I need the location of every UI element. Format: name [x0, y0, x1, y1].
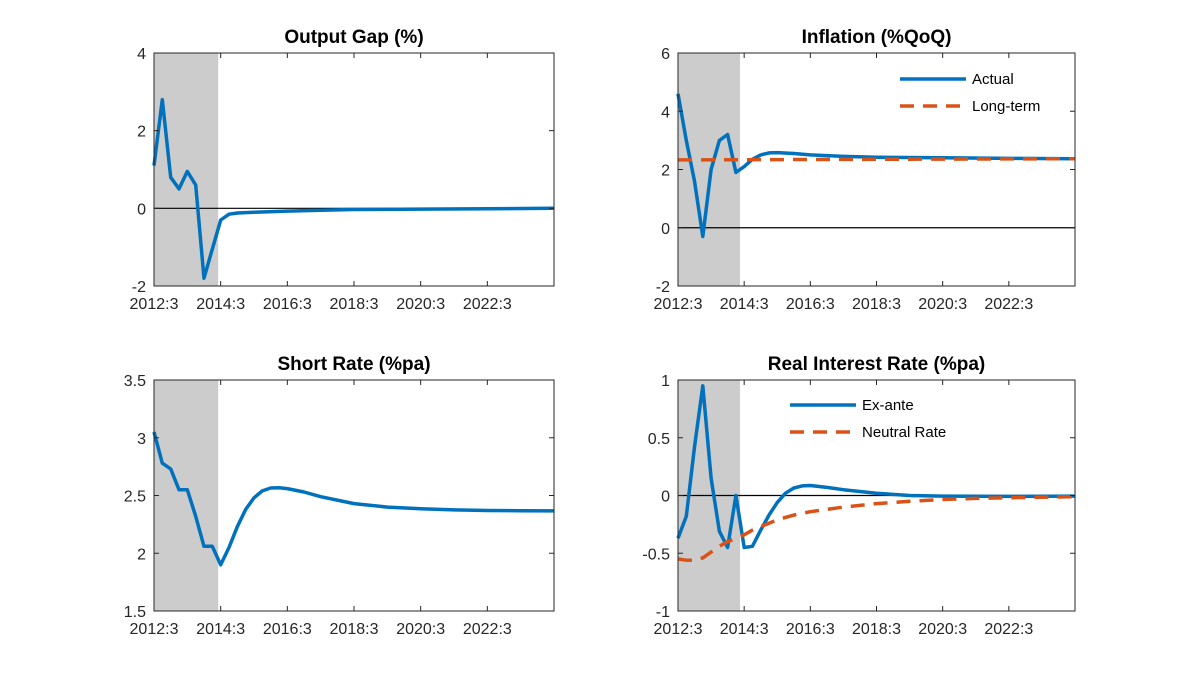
series-line-actual — [676, 93, 1076, 239]
x-tick-label: 2020:3 — [396, 621, 445, 638]
plot-area — [154, 53, 554, 286]
chart-title: Inflation (%QoQ) — [802, 27, 952, 48]
y-tick-label: 3 — [137, 431, 146, 448]
x-tick-label: 2020:3 — [918, 296, 967, 313]
x-tick-label: 2014:3 — [196, 296, 245, 313]
chart-panel-3: 1.5 2 2.5 3 3.5 2012:3 2014:3 2016:3 2018:3 2020:… — [124, 354, 555, 638]
x-tick-label: 2022:3 — [984, 296, 1033, 313]
x-tick-label: 2016:3 — [786, 296, 835, 313]
x-tick-label: 2022:3 — [984, 621, 1033, 638]
plot-area — [154, 380, 554, 611]
y-tick-label: 1 — [661, 373, 670, 390]
y-tick-label: 0 — [661, 489, 670, 506]
y-tick-label: -0.5 — [642, 546, 670, 563]
chart-title: Real Interest Rate (%pa) — [768, 354, 986, 375]
y-tick-label: -2 — [132, 279, 146, 296]
x-tick-label: 2012:3 — [654, 296, 703, 313]
plot-area — [678, 53, 1075, 286]
chart-title: Output Gap (%) — [284, 27, 423, 48]
x-tick-label: 2016:3 — [786, 621, 835, 638]
x-tick-label: 2014:3 — [196, 621, 245, 638]
series-line-1 — [152, 431, 555, 567]
legend-label: Long-term — [972, 98, 1040, 115]
series-line-long-term — [677, 156, 1076, 162]
y-tick-label: 4 — [137, 46, 146, 63]
y-tick-label: 0 — [137, 201, 146, 218]
legend: Ex-ante Neutral Rate — [790, 397, 946, 441]
y-tick-label: -2 — [656, 279, 670, 296]
y-tick-label: 2 — [137, 124, 146, 141]
legend-label: Neutral Rate — [862, 424, 946, 441]
y-tick-label: 3.5 — [124, 373, 146, 390]
series-line-ex-ante — [676, 384, 1076, 550]
x-tick-label: 2012:3 — [654, 621, 703, 638]
x-tick-label: 2014:3 — [720, 296, 769, 313]
history-shade — [154, 53, 219, 286]
y-tick-label: 1.5 — [124, 604, 146, 621]
y-tick-label: 0.5 — [648, 431, 670, 448]
x-tick-label: 2016:3 — [263, 296, 312, 313]
y-tick-label: 2.5 — [124, 489, 146, 506]
x-tick-label: 2020:3 — [396, 296, 445, 313]
series-line-neutral-rate — [677, 494, 1076, 562]
x-tick-label: 2018:3 — [852, 296, 901, 313]
history-shade — [154, 380, 219, 611]
chart-panel-2: -2 0 2 4 6 2012:3 2014:3 2016:3 2018:3 2020:3 2022… — [654, 27, 1076, 313]
y-tick-label: 6 — [661, 46, 670, 63]
x-tick-label: 2014:3 — [720, 621, 769, 638]
x-tick-label: 2022:3 — [463, 296, 512, 313]
x-tick-label: 2012:3 — [130, 296, 179, 313]
y-tick-label: 0 — [661, 221, 670, 238]
x-tick-label: 2018:3 — [330, 621, 379, 638]
legend: Actual Long-term — [900, 71, 1040, 115]
x-tick-label: 2016:3 — [263, 621, 312, 638]
series-line-1 — [152, 97, 555, 280]
x-tick-label: 2020:3 — [918, 621, 967, 638]
chart-panel-4: -1 -0.5 0 0.5 1 2012:3 2014:3 2016:3 2018:3 2020:… — [642, 354, 1076, 638]
y-tick-label: 4 — [661, 104, 670, 121]
legend-label: Actual — [972, 71, 1014, 88]
y-tick-label: -1 — [656, 604, 670, 621]
history-shade — [678, 53, 741, 286]
x-tick-label: 2012:3 — [130, 621, 179, 638]
y-tick-label: 2 — [661, 163, 670, 180]
chart-panel-1: -2 0 2 4 2012:3 2014:3 2016:3 2018:3 2020:3 2022:… — [130, 27, 555, 313]
x-tick-label: 2018:3 — [330, 296, 379, 313]
chart-title: Short Rate (%pa) — [277, 354, 430, 375]
x-tick-label: 2018:3 — [852, 621, 901, 638]
legend-label: Ex-ante — [862, 397, 914, 414]
y-tick-label: 2 — [137, 546, 146, 563]
x-tick-label: 2022:3 — [463, 621, 512, 638]
